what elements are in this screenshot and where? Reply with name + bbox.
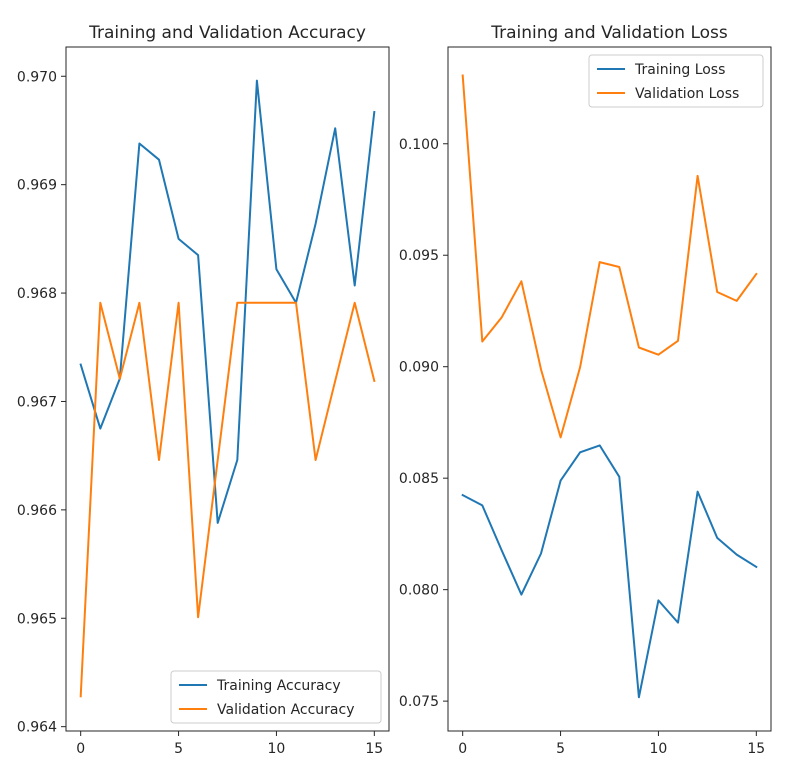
legend-label-training-loss: Training Loss bbox=[634, 62, 725, 78]
accuracy-axes-frame bbox=[65, 46, 390, 732]
loss-ytick-label-0-100: 0.100 bbox=[399, 137, 439, 153]
loss-chart: Training and Validation Loss 0 5 10 15 0.075… bbox=[399, 23, 772, 757]
series-line-validation-accuracy bbox=[79, 301, 376, 698]
accuracy-ytick-label-0-969: 0.969 bbox=[17, 178, 57, 194]
accuracy-xtick-label-15: 15 bbox=[365, 741, 383, 757]
legend-label-validation-loss: Validation Loss bbox=[635, 86, 739, 102]
loss-xtick-label-15: 15 bbox=[747, 741, 765, 757]
loss-axes-frame bbox=[447, 46, 772, 732]
legend-item-validation-loss: Validation Loss bbox=[597, 86, 739, 102]
loss-ytick-label-0-095: 0.095 bbox=[399, 248, 439, 264]
legend-label-training-accuracy: Training Accuracy bbox=[216, 678, 341, 694]
loss-legend: Training Loss Validation Loss bbox=[588, 54, 764, 108]
loss-plot-area: 0 5 10 15 0.075 0.080 0.085 0.090 0.095 0.100 bbox=[399, 46, 772, 757]
accuracy-ytick-label-0-970: 0.970 bbox=[17, 69, 57, 85]
accuracy-xtick-label-10: 10 bbox=[268, 741, 286, 757]
accuracy-ytick-label-0-965: 0.965 bbox=[17, 611, 57, 627]
accuracy-legend: Training Accuracy Validation Accuracy bbox=[170, 670, 382, 724]
loss-ytick-label-0-080: 0.080 bbox=[399, 583, 439, 599]
legend-item-training-loss: Training Loss bbox=[597, 62, 725, 78]
loss-ytick-label-0-090: 0.090 bbox=[399, 360, 439, 376]
accuracy-chart-title: Training and Validation Accuracy bbox=[88, 23, 366, 43]
series-line-training-accuracy bbox=[79, 79, 376, 524]
loss-xtick-label-5: 5 bbox=[556, 741, 565, 757]
loss-chart-title: Training and Validation Loss bbox=[490, 23, 728, 43]
loss-ytick-label-0-075: 0.075 bbox=[399, 694, 439, 710]
accuracy-ytick-label-0-966: 0.966 bbox=[17, 503, 57, 519]
accuracy-xtick-label-5: 5 bbox=[174, 741, 183, 757]
accuracy-legend-box bbox=[170, 670, 382, 724]
accuracy-xtick-label-0: 0 bbox=[76, 741, 85, 757]
accuracy-plot-area: 0 5 10 15 0.964 0.965 0.966 0.967 0.968 0.969 0.97… bbox=[17, 46, 390, 757]
legend-item-validation-accuracy: Validation Accuracy bbox=[179, 702, 355, 718]
series-line-validation-loss bbox=[461, 74, 758, 439]
loss-legend-box bbox=[588, 54, 764, 108]
legend-item-training-accuracy: Training Accuracy bbox=[179, 678, 341, 694]
accuracy-ytick-label-0-967: 0.967 bbox=[17, 394, 57, 410]
legend-label-validation-accuracy: Validation Accuracy bbox=[217, 702, 355, 718]
series-line-training-loss bbox=[461, 444, 758, 699]
loss-xtick-label-10: 10 bbox=[650, 741, 668, 757]
loss-ytick-label-0-085: 0.085 bbox=[399, 471, 439, 487]
loss-xtick-label-0: 0 bbox=[458, 741, 467, 757]
accuracy-ytick-label-0-964: 0.964 bbox=[17, 720, 57, 736]
accuracy-chart: Training and Validation Accuracy 0 5 10 150… bbox=[17, 23, 390, 757]
accuracy-ytick-label-0-968: 0.968 bbox=[17, 286, 57, 302]
